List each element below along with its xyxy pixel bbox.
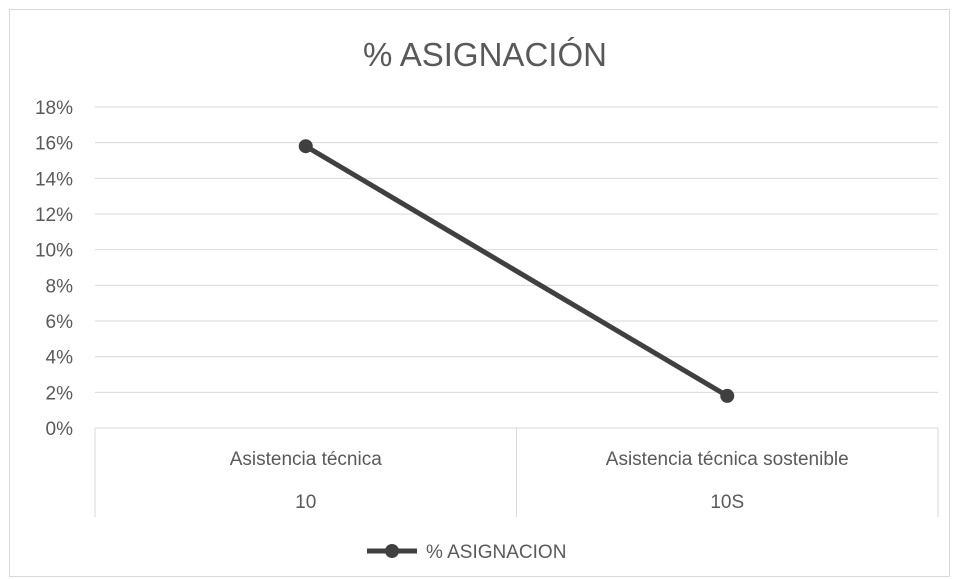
gridlines: [95, 106, 938, 429]
y-tick-label: 6%: [46, 312, 74, 333]
y-tick-label: 14%: [35, 169, 73, 190]
legend: % ASIGNACION: [367, 542, 566, 563]
data-point: [298, 139, 313, 154]
category-label: Asistencia técnica: [230, 449, 383, 470]
chart-title: % ASIGNACIÓN: [363, 36, 607, 73]
series-lines: [298, 139, 735, 403]
y-tick-label: 16%: [35, 134, 73, 155]
y-tick-label: 10%: [35, 241, 73, 262]
category-sublabel: 10: [295, 492, 316, 513]
series-line: [304, 144, 729, 399]
y-tick-label: 0%: [46, 419, 74, 440]
category-axis: Asistencia técnica 10 Asistencia técnica s…: [94, 428, 939, 517]
category-label: Asistencia técnica sostenible: [606, 449, 849, 470]
data-point: [720, 388, 735, 403]
y-tick-label: 12%: [35, 205, 73, 226]
y-tick-label: 18%: [35, 98, 73, 119]
legend-point-marker: [385, 544, 399, 558]
category-sublabel: 10S: [710, 492, 744, 513]
y-axis-tick-labels: 0% 2% 4% 6% 8% 10% 12% 14% 16% 18%: [35, 98, 73, 440]
legend-label-asignacion: % ASIGNACION: [426, 542, 566, 563]
y-tick-label: 8%: [46, 276, 74, 297]
chart-frame: [9, 9, 950, 577]
y-tick-label: 4%: [46, 348, 74, 369]
y-tick-label: 2%: [46, 383, 74, 404]
